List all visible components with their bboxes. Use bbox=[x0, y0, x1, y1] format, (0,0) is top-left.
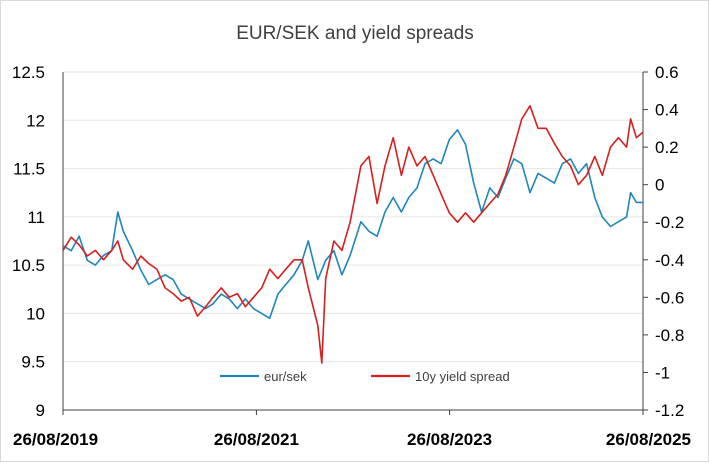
x-tick-label-0: 26/08/2019 bbox=[13, 430, 98, 449]
gridlines bbox=[63, 71, 643, 411]
series-line-1 bbox=[62, 105, 644, 364]
left-tick-label-3: 11 bbox=[27, 208, 45, 227]
legend-label-eursek: eur/sek bbox=[264, 369, 307, 384]
left-tick-label-1: 12 bbox=[26, 111, 45, 130]
left-tick-label-2: 11.5 bbox=[13, 160, 45, 179]
legend: eur/sek 10y yield spread bbox=[220, 369, 510, 384]
right-y-axis: 0.6 0.4 0.2 0 -0.2 -0.4 -0.6 -0.8 -1 -1.2 bbox=[642, 63, 684, 420]
left-tick-label-4: 10.5 bbox=[12, 256, 45, 275]
series-lines bbox=[62, 105, 644, 364]
right-tick-label-6: -0.6 bbox=[655, 288, 684, 307]
right-tick-label-7: -0.8 bbox=[655, 326, 684, 345]
left-tick-label-7: 9 bbox=[36, 401, 45, 420]
chart-title: EUR/SEK and yield spreads bbox=[236, 23, 474, 44]
x-tick-label-3: 26/08/2025 bbox=[606, 430, 691, 449]
x-tick-label-2: 26/08/2023 bbox=[407, 430, 492, 449]
right-tick-label-9: -1.2 bbox=[655, 401, 684, 420]
right-tick-label-1: 0.4 bbox=[655, 101, 679, 120]
x-axis: 26/08/2019 26/08/2021 26/08/2023 26/08/2025 bbox=[13, 409, 691, 449]
right-tick-label-4: -0.2 bbox=[655, 213, 684, 232]
left-tick-label-5: 10 bbox=[26, 304, 45, 323]
right-tick-label-3: 0 bbox=[655, 176, 664, 195]
x-tick-label-1: 26/08/2021 bbox=[214, 430, 299, 449]
left-tick-label-0: 12.5 bbox=[12, 63, 45, 82]
right-tick-label-8: -1 bbox=[655, 363, 670, 382]
left-y-axis: 12.5 12 11.5 11 10.5 10 9.5 9 bbox=[12, 63, 64, 420]
right-tick-label-5: -0.4 bbox=[655, 251, 684, 270]
series-line-0 bbox=[62, 129, 643, 320]
left-tick-label-6: 9.5 bbox=[21, 353, 45, 372]
legend-label-yield-spread: 10y yield spread bbox=[415, 369, 510, 384]
right-tick-label-0: 0.6 bbox=[655, 63, 679, 82]
right-tick-label-2: 0.2 bbox=[655, 138, 679, 157]
